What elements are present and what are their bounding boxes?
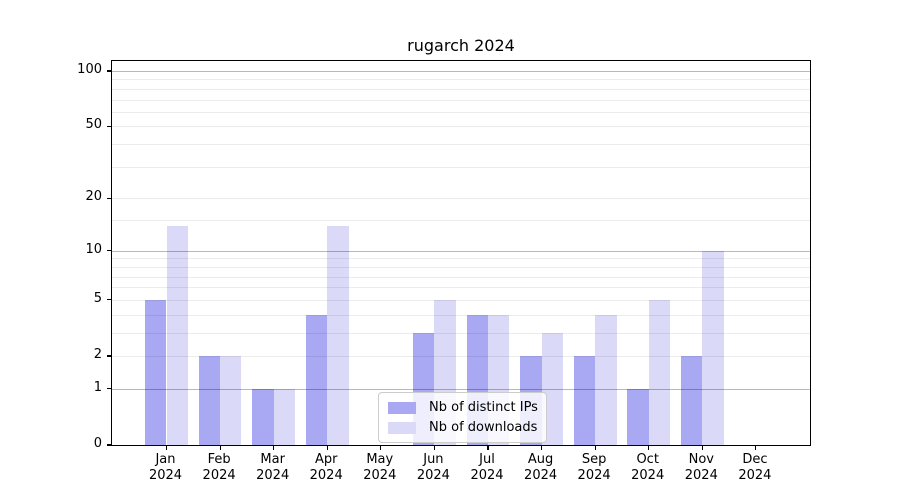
bar-ips-oct <box>627 388 649 445</box>
y-tick-label-5: 5 <box>93 290 102 306</box>
x-tick-jan <box>165 446 168 451</box>
y-tick-50 <box>106 125 111 127</box>
x-tick-label-oct: Oct 2024 <box>631 452 665 483</box>
chart-title: rugarch 2024 <box>407 36 515 55</box>
bar-downloads-oct <box>648 299 671 445</box>
x-tick-label-dec: Dec 2024 <box>738 452 772 483</box>
x-tick-label-apr: Apr 2024 <box>309 452 343 483</box>
x-tick-label-jul: Jul 2024 <box>470 452 504 483</box>
gridline-minor-15 <box>112 220 810 222</box>
x-tick-nov <box>701 446 703 451</box>
bar-downloads-apr <box>327 225 349 445</box>
x-tick-label-may: May 2024 <box>363 452 397 483</box>
x-tick-jul <box>487 446 489 451</box>
gridline-minor-9 <box>112 258 810 260</box>
gridline-minor-60 <box>112 111 810 113</box>
gridline-minor-6 <box>112 287 810 289</box>
bar-ips-feb <box>198 355 221 445</box>
x-tick-label-feb: Feb 2024 <box>202 452 236 483</box>
gridline-minor-20 <box>112 198 810 200</box>
legend-swatch-downloads <box>388 421 416 434</box>
ticks-layer <box>106 61 810 451</box>
gridline-minor-7 <box>112 276 810 278</box>
x-tick-label-sep: Sep 2024 <box>577 452 611 483</box>
x-tick-label-mar: Mar 2024 <box>256 452 290 483</box>
x-tick-mar <box>273 446 275 451</box>
gridline-minor-80 <box>112 88 810 90</box>
gridline-minor-8 <box>112 266 810 268</box>
bar-ips-nov <box>680 355 703 445</box>
y-tick-100 <box>106 70 111 72</box>
legend-label-distinct-ips: Nb of distinct IPs <box>429 400 538 415</box>
legend-item-downloads: Nb of downloads <box>388 420 538 435</box>
y-tick-1 <box>106 388 111 390</box>
gridline-minor-50 <box>112 126 810 128</box>
x-tick-label-aug: Aug 2024 <box>524 452 558 483</box>
bar-ips-jan <box>145 299 167 445</box>
gridline-major-1 <box>112 388 810 390</box>
grid-overlay <box>112 61 810 445</box>
gridline-major-10 <box>112 250 810 252</box>
y-tick-label-1: 1 <box>93 379 102 395</box>
bar-downloads-jan <box>166 225 188 445</box>
y-tick-0 <box>106 444 111 446</box>
gridline-minor-2 <box>112 356 810 357</box>
plot-area: Nb of distinct IPs Nb of downloads <box>106 60 811 451</box>
x-tick-label-nov: Nov 2024 <box>684 452 718 483</box>
legend: Nb of distinct IPs Nb of downloads <box>378 392 547 443</box>
gridline-minor-3 <box>112 332 810 334</box>
x-tick-apr <box>326 446 328 451</box>
gridline-minor-4 <box>112 314 810 316</box>
bar-downloads-nov <box>702 250 724 445</box>
y-tick-label-100: 100 <box>77 62 102 77</box>
gridline-minor-40 <box>112 144 810 146</box>
y-tick-label-0: 0 <box>93 436 102 451</box>
bar-downloads-feb <box>220 355 242 445</box>
legend-item-distinct-ips: Nb of distinct IPs <box>388 400 538 415</box>
bar-downloads-mar <box>273 388 296 445</box>
bar-ips-sep <box>573 355 596 445</box>
x-tick-aug <box>541 446 543 451</box>
x-tick-oct <box>648 446 650 451</box>
gridline-minor-30 <box>112 166 810 168</box>
x-tick-sep <box>594 446 596 451</box>
bar-ips-mar <box>252 388 274 445</box>
x-tick-label-jan: Jan 2024 <box>148 452 183 483</box>
legend-swatch-distinct-ips <box>388 401 416 414</box>
y-tick-label-10: 10 <box>85 241 102 257</box>
y-tick-label-50: 50 <box>85 117 102 133</box>
gridline-minor-70 <box>112 99 810 101</box>
x-tick-jun <box>433 446 435 451</box>
gridline-minor-90 <box>112 79 810 81</box>
gridline-minor-5 <box>112 299 810 301</box>
y-tick-5 <box>106 299 111 301</box>
y-tick-label-2: 2 <box>93 347 102 362</box>
bar-ips-apr <box>305 314 328 445</box>
x-tick-may <box>380 446 382 451</box>
gridline-major-100 <box>112 71 810 72</box>
legend-label-downloads: Nb of downloads <box>429 420 538 435</box>
x-tick-feb <box>219 446 221 451</box>
y-tick-20 <box>106 197 111 199</box>
y-tick-label-20: 20 <box>85 189 102 205</box>
bar-downloads-sep <box>595 314 617 445</box>
y-tick-2 <box>106 355 111 357</box>
x-tick-label-jun: Jun 2024 <box>416 452 450 483</box>
y-tick-10 <box>106 250 111 252</box>
x-tick-dec <box>755 446 757 451</box>
